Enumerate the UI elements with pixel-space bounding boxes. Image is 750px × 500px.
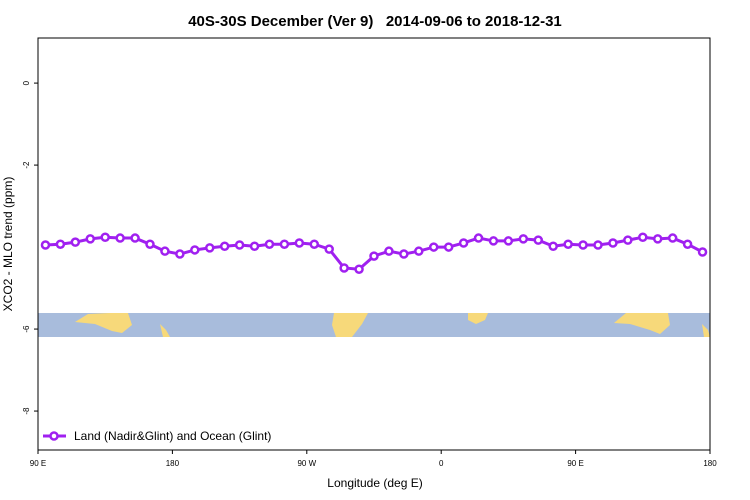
x-tick-label: 90 W: [297, 459, 316, 468]
data-point: [309, 239, 320, 249]
data-point: [145, 239, 155, 249]
data-point: [354, 264, 364, 274]
data-point: [219, 241, 230, 252]
data-point: [399, 249, 409, 259]
data-point: [623, 235, 633, 245]
x-axis-label: Longitude (deg E): [327, 476, 422, 490]
data-point: [667, 233, 678, 243]
data-point: [384, 246, 394, 256]
data-point: [488, 236, 499, 246]
data-point: [369, 251, 379, 261]
data-point: [204, 243, 215, 253]
data-point: [533, 235, 544, 245]
data-point: [652, 234, 663, 244]
data-point: [518, 234, 529, 244]
data-point: [428, 242, 439, 252]
data-point: [608, 238, 618, 248]
data-point: [563, 239, 573, 249]
data-point: [85, 234, 96, 244]
data-point: [339, 263, 349, 273]
data-point: [443, 242, 454, 252]
data-point: [234, 240, 245, 250]
data-point: [279, 239, 290, 249]
x-tick-label: 90 E: [30, 459, 46, 468]
plot-frame: [37, 37, 711, 451]
y-tick-label: -2: [22, 161, 31, 169]
data-point: [638, 232, 648, 242]
data-point: [175, 249, 185, 259]
legend-label: Land (Nadir&Glint) and Ocean (Glint): [74, 429, 271, 443]
x-tick-label: 180: [703, 459, 717, 468]
map-strip: [38, 313, 710, 337]
data-point: [190, 245, 200, 255]
data-point: [264, 239, 275, 249]
data-point: [40, 240, 51, 250]
x-tick-label: 90 E: [567, 459, 583, 468]
data-point: [324, 244, 334, 254]
data-point: [697, 247, 708, 257]
data-point: [100, 232, 110, 242]
data-point: [55, 239, 66, 249]
data-point: [473, 233, 484, 243]
data-point: [458, 238, 469, 248]
x-tick-label: 0: [439, 459, 444, 468]
y-axis-label: XCO2 - MLO trend (ppm): [1, 177, 15, 312]
data-point: [294, 238, 305, 248]
data-point: [578, 240, 588, 250]
chart-title: 40S-30S December (Ver 9) 2014-09-06 to 2…: [188, 13, 562, 30]
x-tick-label: 180: [166, 459, 180, 468]
data-point: [249, 241, 260, 252]
data-point: [70, 237, 81, 247]
data-point: [503, 236, 514, 246]
data-point: [115, 233, 125, 243]
data-point: [130, 233, 140, 243]
data-point: [160, 246, 170, 256]
data-point: [548, 241, 558, 252]
y-tick-label: 0: [22, 80, 31, 85]
y-tick-label: -8: [22, 407, 31, 415]
legend-marker: [49, 431, 59, 441]
data-point: [682, 239, 693, 249]
data-point: [414, 246, 424, 256]
data-point: [593, 240, 603, 250]
y-tick-label: -6: [22, 325, 31, 333]
